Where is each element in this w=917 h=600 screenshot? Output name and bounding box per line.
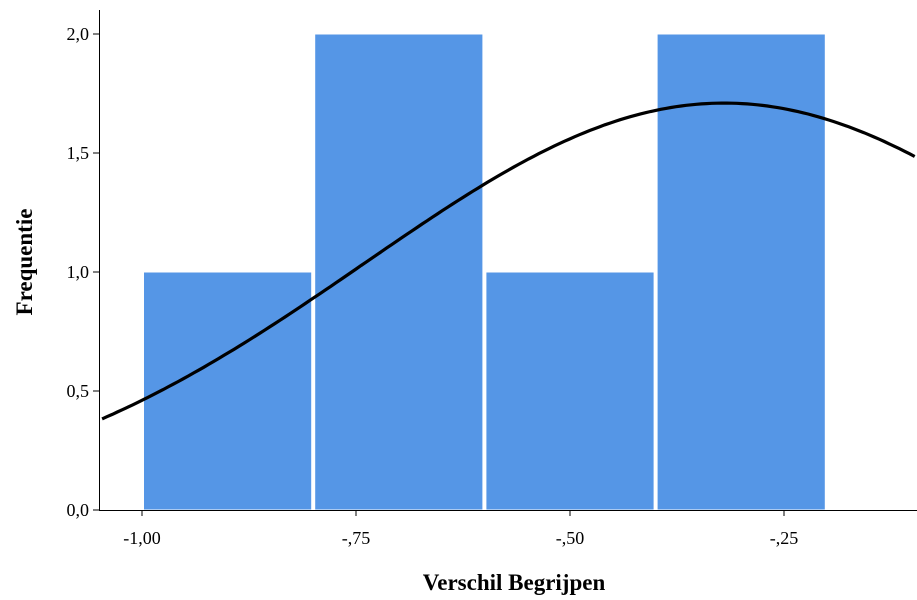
histogram-bars [143, 33, 826, 511]
normal-curve [101, 101, 916, 421]
x-axis-ticks: -1,00-,75-,50-,25,00,25 [123, 510, 799, 548]
y-tick-label: 2,0 [67, 24, 90, 44]
x-tick-label: -,25 [770, 528, 799, 548]
y-tick-label: 0,5 [67, 381, 90, 401]
y-tick-label: 1,5 [67, 143, 90, 163]
y-tick-label: 1,0 [67, 262, 90, 282]
x-axis-title: Verschil Begrijpen [423, 570, 606, 595]
histogram-bar [656, 33, 826, 511]
x-tick-label: -,75 [342, 528, 371, 548]
histogram-bar [143, 271, 313, 511]
histogram-bar [485, 271, 655, 511]
x-tick-label: -1,00 [123, 528, 161, 548]
x-tick-label: -,50 [556, 528, 585, 548]
histogram-bar [314, 33, 484, 511]
y-tick-label: 0,0 [67, 500, 90, 520]
y-axis-ticks: 0,0 0,5 1,0 1,5 2,0 [67, 24, 99, 520]
y-axis-title: Frequentie [12, 209, 37, 316]
